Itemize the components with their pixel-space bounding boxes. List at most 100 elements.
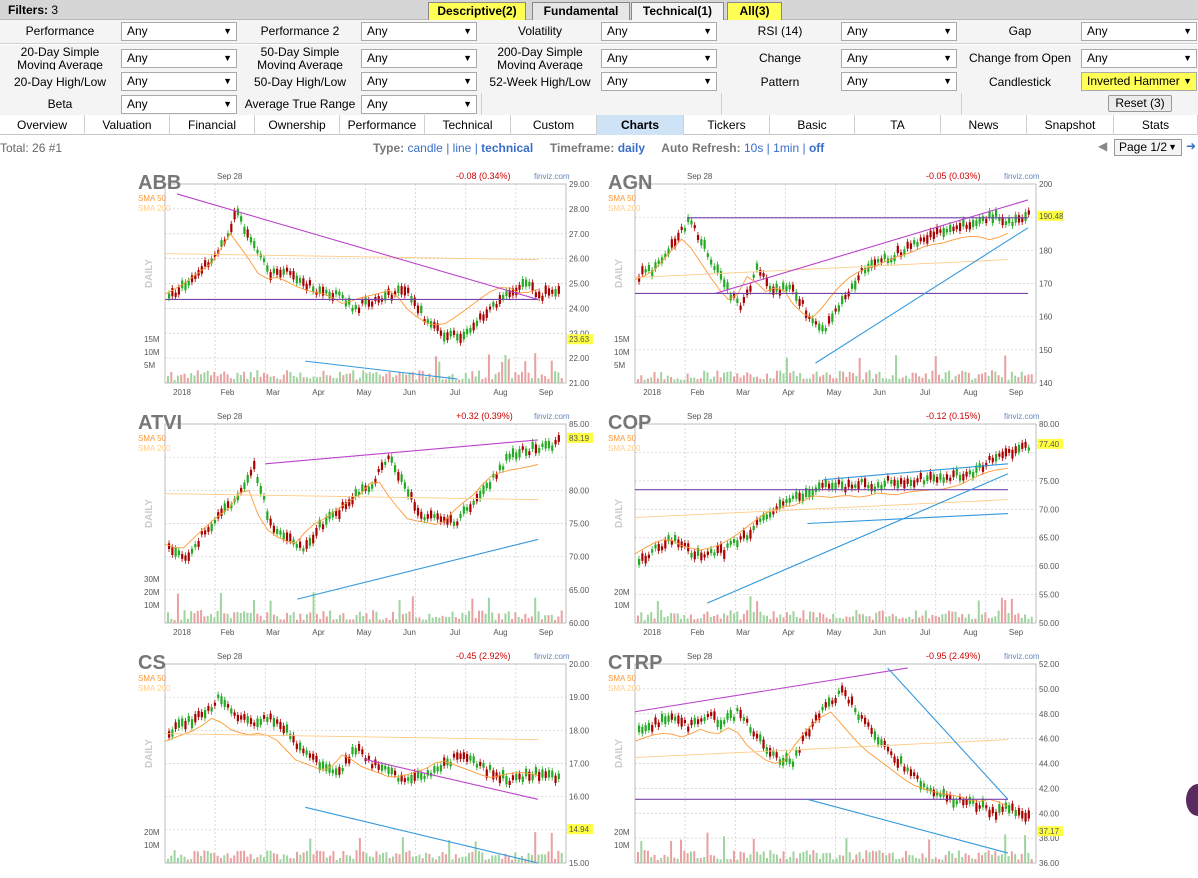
tab-all[interactable]: All(3) [727,2,782,20]
filter-select-value: Any [847,74,868,88]
tab-basic[interactable]: Basic [770,115,855,135]
tab-financial[interactable]: Financial [170,115,255,135]
reset-button[interactable]: Reset (3) [1108,95,1172,112]
timeframe-daily-link[interactable]: daily [617,141,646,155]
tab-overview[interactable]: Overview [0,115,85,135]
volume-bar [881,378,884,383]
filter-select[interactable]: Any ▼ [841,22,957,41]
filter-select[interactable]: Any ▼ [121,49,237,68]
tab-news[interactable]: News [941,115,1027,135]
volume-bar [723,372,726,383]
filter-select[interactable]: Any ▼ [121,72,237,91]
tab-fundamental[interactable]: Fundamental [532,2,630,20]
tab-valuation[interactable]: Valuation [85,115,170,135]
ticker-symbol[interactable]: COP [608,412,651,434]
filter-select[interactable]: Any ▼ [361,72,477,91]
filter-select[interactable]: Any ▼ [121,95,237,114]
type-line-link[interactable]: line [452,141,472,155]
filter-select[interactable]: Any ▼ [361,95,477,114]
volume-bar [256,613,259,623]
candle-body [994,811,998,820]
volume-bar [540,854,543,863]
volume-bar [411,371,414,383]
volume-bar [421,619,424,623]
filter-label: Beta [47,97,73,111]
volume-bar [514,372,517,383]
candle-body [759,734,762,742]
chart-abb[interactable]: 29.00 28.00 27.00 26.00 25.00 24.00 23.00 22.00… [138,168,598,398]
page-select[interactable]: Page 1/2 ▼ [1114,139,1182,156]
volume-bar [1007,379,1010,383]
tab-descriptive[interactable]: Descriptive(2) [428,2,526,20]
chart-agn[interactable]: 200 180 170 160 150 140 AGN Sep 28 -0.05 (0.03%)… [608,168,1068,398]
volume-bar [828,852,831,863]
volume-bar [653,371,656,383]
source-label: finviz.com [534,172,570,181]
volume-bar [693,619,696,623]
candle-body [769,510,772,518]
filter-select-value: Any [127,24,148,38]
refresh-1min-link[interactable]: 1min [773,141,800,155]
tab-performance[interactable]: Performance [340,115,425,135]
refresh-10s-link[interactable]: 10s [743,141,764,155]
filter-select[interactable]: Any ▼ [121,22,237,41]
volume-bar [398,600,401,623]
tab-custom[interactable]: Custom [511,115,597,135]
ticker-symbol[interactable]: CS [138,652,166,674]
volume-bar [643,850,646,863]
volume-bar [703,857,706,863]
tab-snapshot[interactable]: Snapshot [1027,115,1114,135]
tab-technical[interactable]: Technical(1) [631,2,724,20]
filter-select-value: Any [127,51,148,65]
chart-cop[interactable]: 80.00 75.00 70.00 65.00 60.00 55.00 50.00 COP Se… [608,408,1068,638]
filter-select[interactable]: Any ▼ [841,49,957,68]
tab-stats[interactable]: Stats [1114,115,1198,135]
filter-select[interactable]: Any ▼ [601,22,717,41]
filter-select[interactable]: Any ▼ [601,49,717,68]
filter-select[interactable]: Any ▼ [361,49,477,68]
chart-atvi[interactable]: 85.00 80.00 75.00 70.00 65.00 60.00 ATVI Sep 28… [138,408,598,638]
chart-ctrp[interactable]: 52.00 50.00 48.00 46.00 44.00 42.00 40.00 38.00… [608,648,1068,878]
refresh-off-link[interactable]: off [808,141,825,155]
volume-bar [924,610,927,623]
tab-tickers[interactable]: Tickers [684,115,770,135]
candle-body [893,479,896,486]
tab-ta[interactable]: TA [855,115,941,135]
candle-body [958,796,962,801]
candle-body [759,518,762,522]
tab-technical[interactable]: Technical [425,115,511,135]
volume-bar [938,859,941,863]
type-technical-link[interactable]: technical [481,141,534,155]
ticker-symbol[interactable]: ABB [138,172,181,194]
filter-select[interactable]: Any ▼ [1081,22,1197,41]
candle-body [240,216,243,222]
y-tick-label: 50.00 [1039,685,1060,694]
filter-select[interactable]: Any ▼ [601,72,717,91]
candle-body [518,449,521,458]
left-arrow-icon[interactable]: ◀ [1098,139,1108,153]
ticker-symbol[interactable]: CTRP [608,652,662,674]
type-candle-link[interactable]: candle [407,141,443,155]
volume-bar [282,619,285,623]
ticker-symbol[interactable]: ATVI [138,412,182,434]
filter-select[interactable]: Any ▼ [361,22,477,41]
tab-charts[interactable]: Charts [597,115,684,135]
ticker-symbol[interactable]: AGN [608,172,652,194]
volume-bar [775,617,778,623]
volume-bar [809,378,812,383]
right-arrow-icon[interactable]: ➜ [1186,139,1197,153]
volume-bar [279,619,282,623]
volume-bar [971,379,974,383]
chat-bubble-icon[interactable] [1186,784,1198,816]
volume-bar [544,376,547,383]
candle-body [981,465,985,472]
tab-ownership[interactable]: Ownership [255,115,340,135]
volume-bar [375,851,378,863]
filter-select[interactable]: Any ▼ [841,72,957,91]
filter-select[interactable]: Inverted Hammer ▼ [1081,72,1197,91]
volume-bar [239,612,242,623]
x-tick-label: May [826,628,841,637]
chart-cs[interactable]: 20.00 19.00 18.00 17.00 16.00 15.00 CS Sep 28 -0… [138,648,598,878]
filter-select[interactable]: Any ▼ [1081,49,1197,68]
candle-body [713,266,716,270]
